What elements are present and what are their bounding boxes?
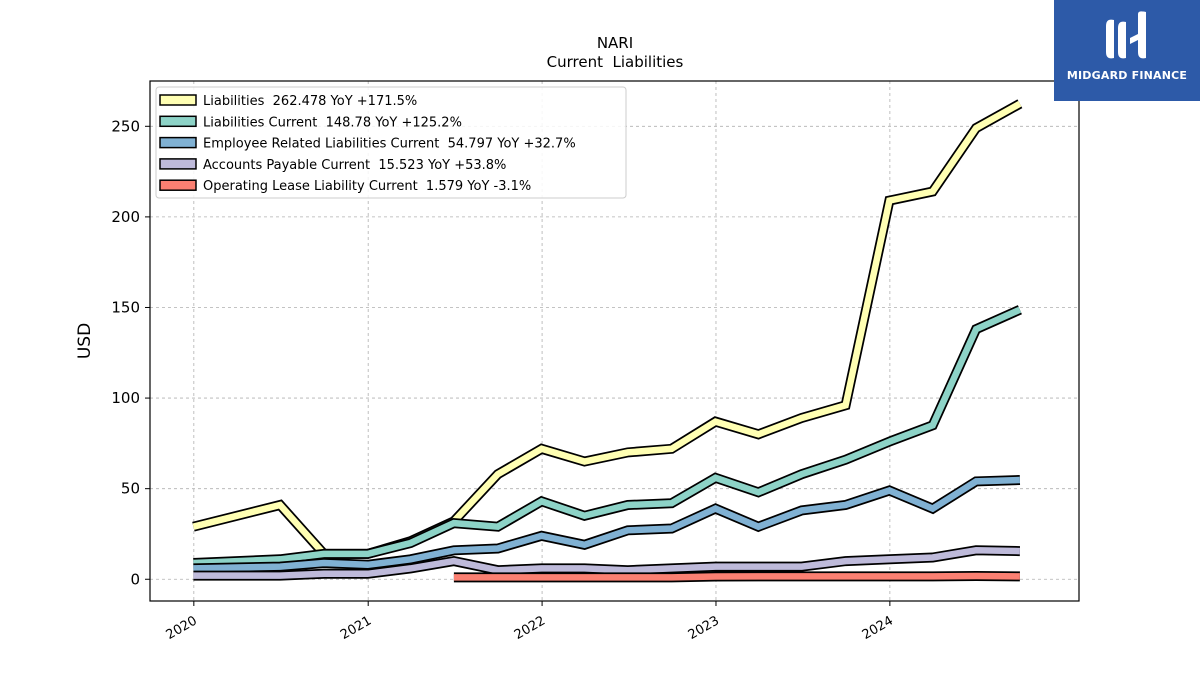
legend-swatch xyxy=(159,179,197,191)
x-tick-label: 2020 xyxy=(164,613,200,643)
legend-swatch xyxy=(159,158,197,170)
legend-swatch xyxy=(159,115,197,128)
y-tick-label: 50 xyxy=(121,480,140,498)
legend-label: Accounts Payable Current 15.523 YoY +53.… xyxy=(203,158,506,173)
chart-title: NARI xyxy=(597,34,633,52)
x-tick-label: 2024 xyxy=(860,613,896,643)
y-axis-label: USD xyxy=(75,323,95,359)
y-tick-label: 250 xyxy=(111,117,140,135)
x-tick-label: 2022 xyxy=(512,613,548,643)
midgard-logo-icon xyxy=(1106,11,1146,59)
x-tick-label: 2023 xyxy=(686,613,722,643)
y-tick-label: 100 xyxy=(111,389,140,407)
legend: Liabilities 262.478 YoY +171.5% Liabiliti… xyxy=(155,86,627,199)
legend-frame xyxy=(155,86,627,199)
y-tick-label: 150 xyxy=(111,298,140,316)
series-lines xyxy=(192,99,1023,583)
x-tick-label: 2021 xyxy=(338,613,374,643)
series-line xyxy=(193,547,1020,579)
y-tick-label: 200 xyxy=(111,208,140,226)
legend-swatch xyxy=(159,136,197,149)
plot-frame xyxy=(149,80,1080,602)
series-line xyxy=(193,306,1022,567)
y-tick-label: 0 xyxy=(130,570,140,588)
logo-text: MIDGARD FINANCE xyxy=(1066,69,1188,82)
legend-swatch xyxy=(159,94,197,106)
chart-subtitle: Current Liabilities xyxy=(547,53,684,71)
series-line xyxy=(453,572,1020,581)
legend-label: Liabilities 262.478 YoY +171.5% xyxy=(203,94,417,109)
legend-label: Liabilities Current 148.78 YoY +125.2% xyxy=(203,115,462,130)
legend-label: Employee Related Liabilities Current 54.… xyxy=(203,137,576,152)
midgard-finance-logo: MIDGARD FINANCE xyxy=(1054,0,1200,101)
series-line xyxy=(193,476,1021,572)
legend-label: Operating Lease Liability Current 1.579 … xyxy=(203,179,531,194)
